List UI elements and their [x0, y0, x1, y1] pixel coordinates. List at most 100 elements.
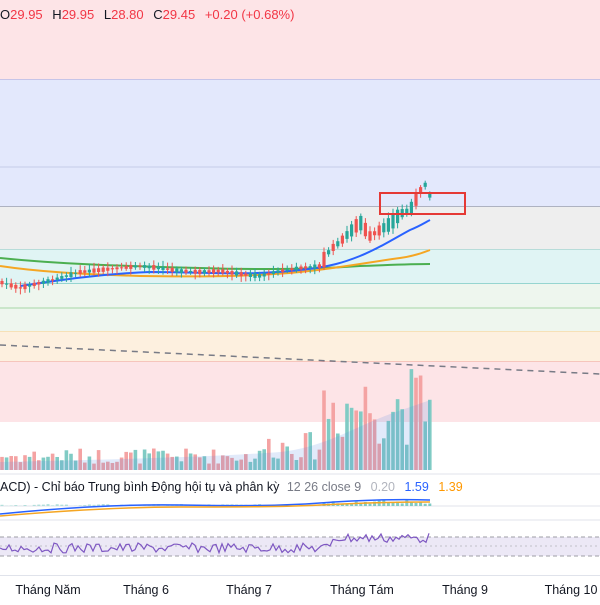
candle-body: [286, 269, 289, 270]
candle-body: [276, 270, 279, 272]
macd-hist-bar: [93, 505, 96, 506]
x-label-may: Tháng Năm: [15, 583, 80, 597]
macd-title: ACD) - Chỉ báo Trung bình Động hội tụ và…: [0, 480, 279, 494]
candle-body: [180, 269, 183, 273]
candle-body: [281, 269, 284, 271]
candle-body: [125, 266, 128, 269]
candle-body: [51, 279, 54, 280]
candle-body: [56, 278, 59, 280]
candle-body: [290, 268, 293, 270]
x-label-june: Tháng 6: [123, 583, 169, 597]
candle-body: [129, 265, 132, 269]
candle-body: [387, 218, 390, 232]
macd-hist-bar: [424, 504, 427, 506]
candle-body: [46, 279, 49, 283]
candle-body: [373, 231, 376, 235]
candle-body: [65, 275, 68, 277]
candle-body: [424, 183, 427, 187]
candle-body: [309, 266, 312, 268]
candle-body: [33, 283, 36, 286]
candle-body: [161, 267, 164, 270]
candle-body: [295, 267, 298, 271]
candle-body: [217, 270, 220, 273]
candle-body: [391, 214, 394, 229]
candle-body: [382, 223, 385, 232]
candle-body: [226, 271, 229, 273]
candle-body: [189, 271, 192, 272]
zone-blue: [0, 80, 600, 207]
candle-body: [313, 265, 316, 269]
candle-body: [263, 273, 266, 276]
macd-hist-bar: [415, 503, 418, 506]
candle-body: [240, 272, 243, 276]
candle-body: [221, 269, 224, 273]
candle-body: [235, 271, 238, 275]
macd-hist-bar: [88, 504, 91, 506]
macd-hist-bar: [428, 504, 431, 506]
candle-body: [97, 268, 100, 272]
candle-body: [299, 266, 302, 269]
candle-body: [327, 250, 330, 254]
candle-body: [207, 270, 210, 273]
low-value: 28.80: [111, 7, 144, 22]
macd-hist-bar: [24, 505, 27, 506]
candle-body: [134, 265, 137, 267]
macd-legend[interactable]: ACD) - Chỉ báo Trung bình Động hội tụ và…: [0, 478, 463, 496]
candle-body: [184, 270, 187, 273]
candle-body: [171, 268, 174, 272]
macd-hist-bar: [42, 505, 45, 506]
candle-body: [14, 285, 17, 289]
candle-body: [106, 268, 109, 271]
time-axis[interactable]: Tháng Năm Tháng 6 Tháng 7 Tháng Tám Thán…: [0, 575, 600, 601]
candle-body: [102, 268, 105, 272]
candle-body: [350, 224, 353, 236]
candle-body: [115, 267, 118, 269]
candle-body: [69, 272, 72, 277]
candle-body: [5, 283, 8, 284]
macd-hist-bar: [60, 505, 63, 506]
macd-hist-bar: [47, 504, 50, 506]
candle-body: [272, 271, 275, 274]
candle-body: [212, 269, 215, 273]
macd-hist-bar: [369, 504, 372, 506]
macd-line-value: 1.59: [404, 480, 428, 494]
candle-body: [60, 276, 63, 279]
candle-body: [244, 273, 247, 275]
candle-body: [414, 193, 417, 206]
x-label-october: Tháng 10: [545, 583, 598, 597]
open-label: O: [0, 7, 10, 22]
close-label: C: [153, 7, 162, 22]
close-value: 29.45: [163, 7, 196, 22]
open-value: 29.95: [10, 7, 43, 22]
candle-body: [332, 244, 335, 251]
macd-hist-bar: [10, 505, 13, 506]
candle-body: [378, 225, 381, 235]
low-label: L: [104, 7, 111, 22]
macd-hist-bar: [37, 505, 40, 506]
candle-body: [336, 241, 339, 246]
candle-body: [198, 270, 201, 274]
candle-body: [157, 267, 160, 270]
candle-body: [19, 287, 22, 288]
candle-body: [322, 252, 325, 267]
macd-layer: [0, 500, 600, 516]
candle-body: [79, 270, 82, 274]
change-value: +0.20 (+0.68%): [205, 7, 295, 22]
candle-body: [249, 273, 252, 277]
candle-body: [148, 266, 151, 269]
candle-body: [428, 193, 431, 197]
high-value: 29.95: [62, 7, 95, 22]
candle-body: [410, 202, 413, 213]
candle-body: [42, 281, 45, 284]
macd-signal-value: 1.39: [438, 480, 462, 494]
candle-body: [28, 285, 31, 287]
candle-body: [203, 270, 206, 273]
macd-hist-value: 0.20: [371, 480, 395, 494]
candle-body: [166, 268, 169, 269]
zone-red-bottom: [0, 362, 600, 422]
macd-hist-bar: [33, 505, 36, 506]
macd-params: 12 26 close 9: [287, 480, 361, 494]
macd-hist-bar: [14, 505, 17, 506]
